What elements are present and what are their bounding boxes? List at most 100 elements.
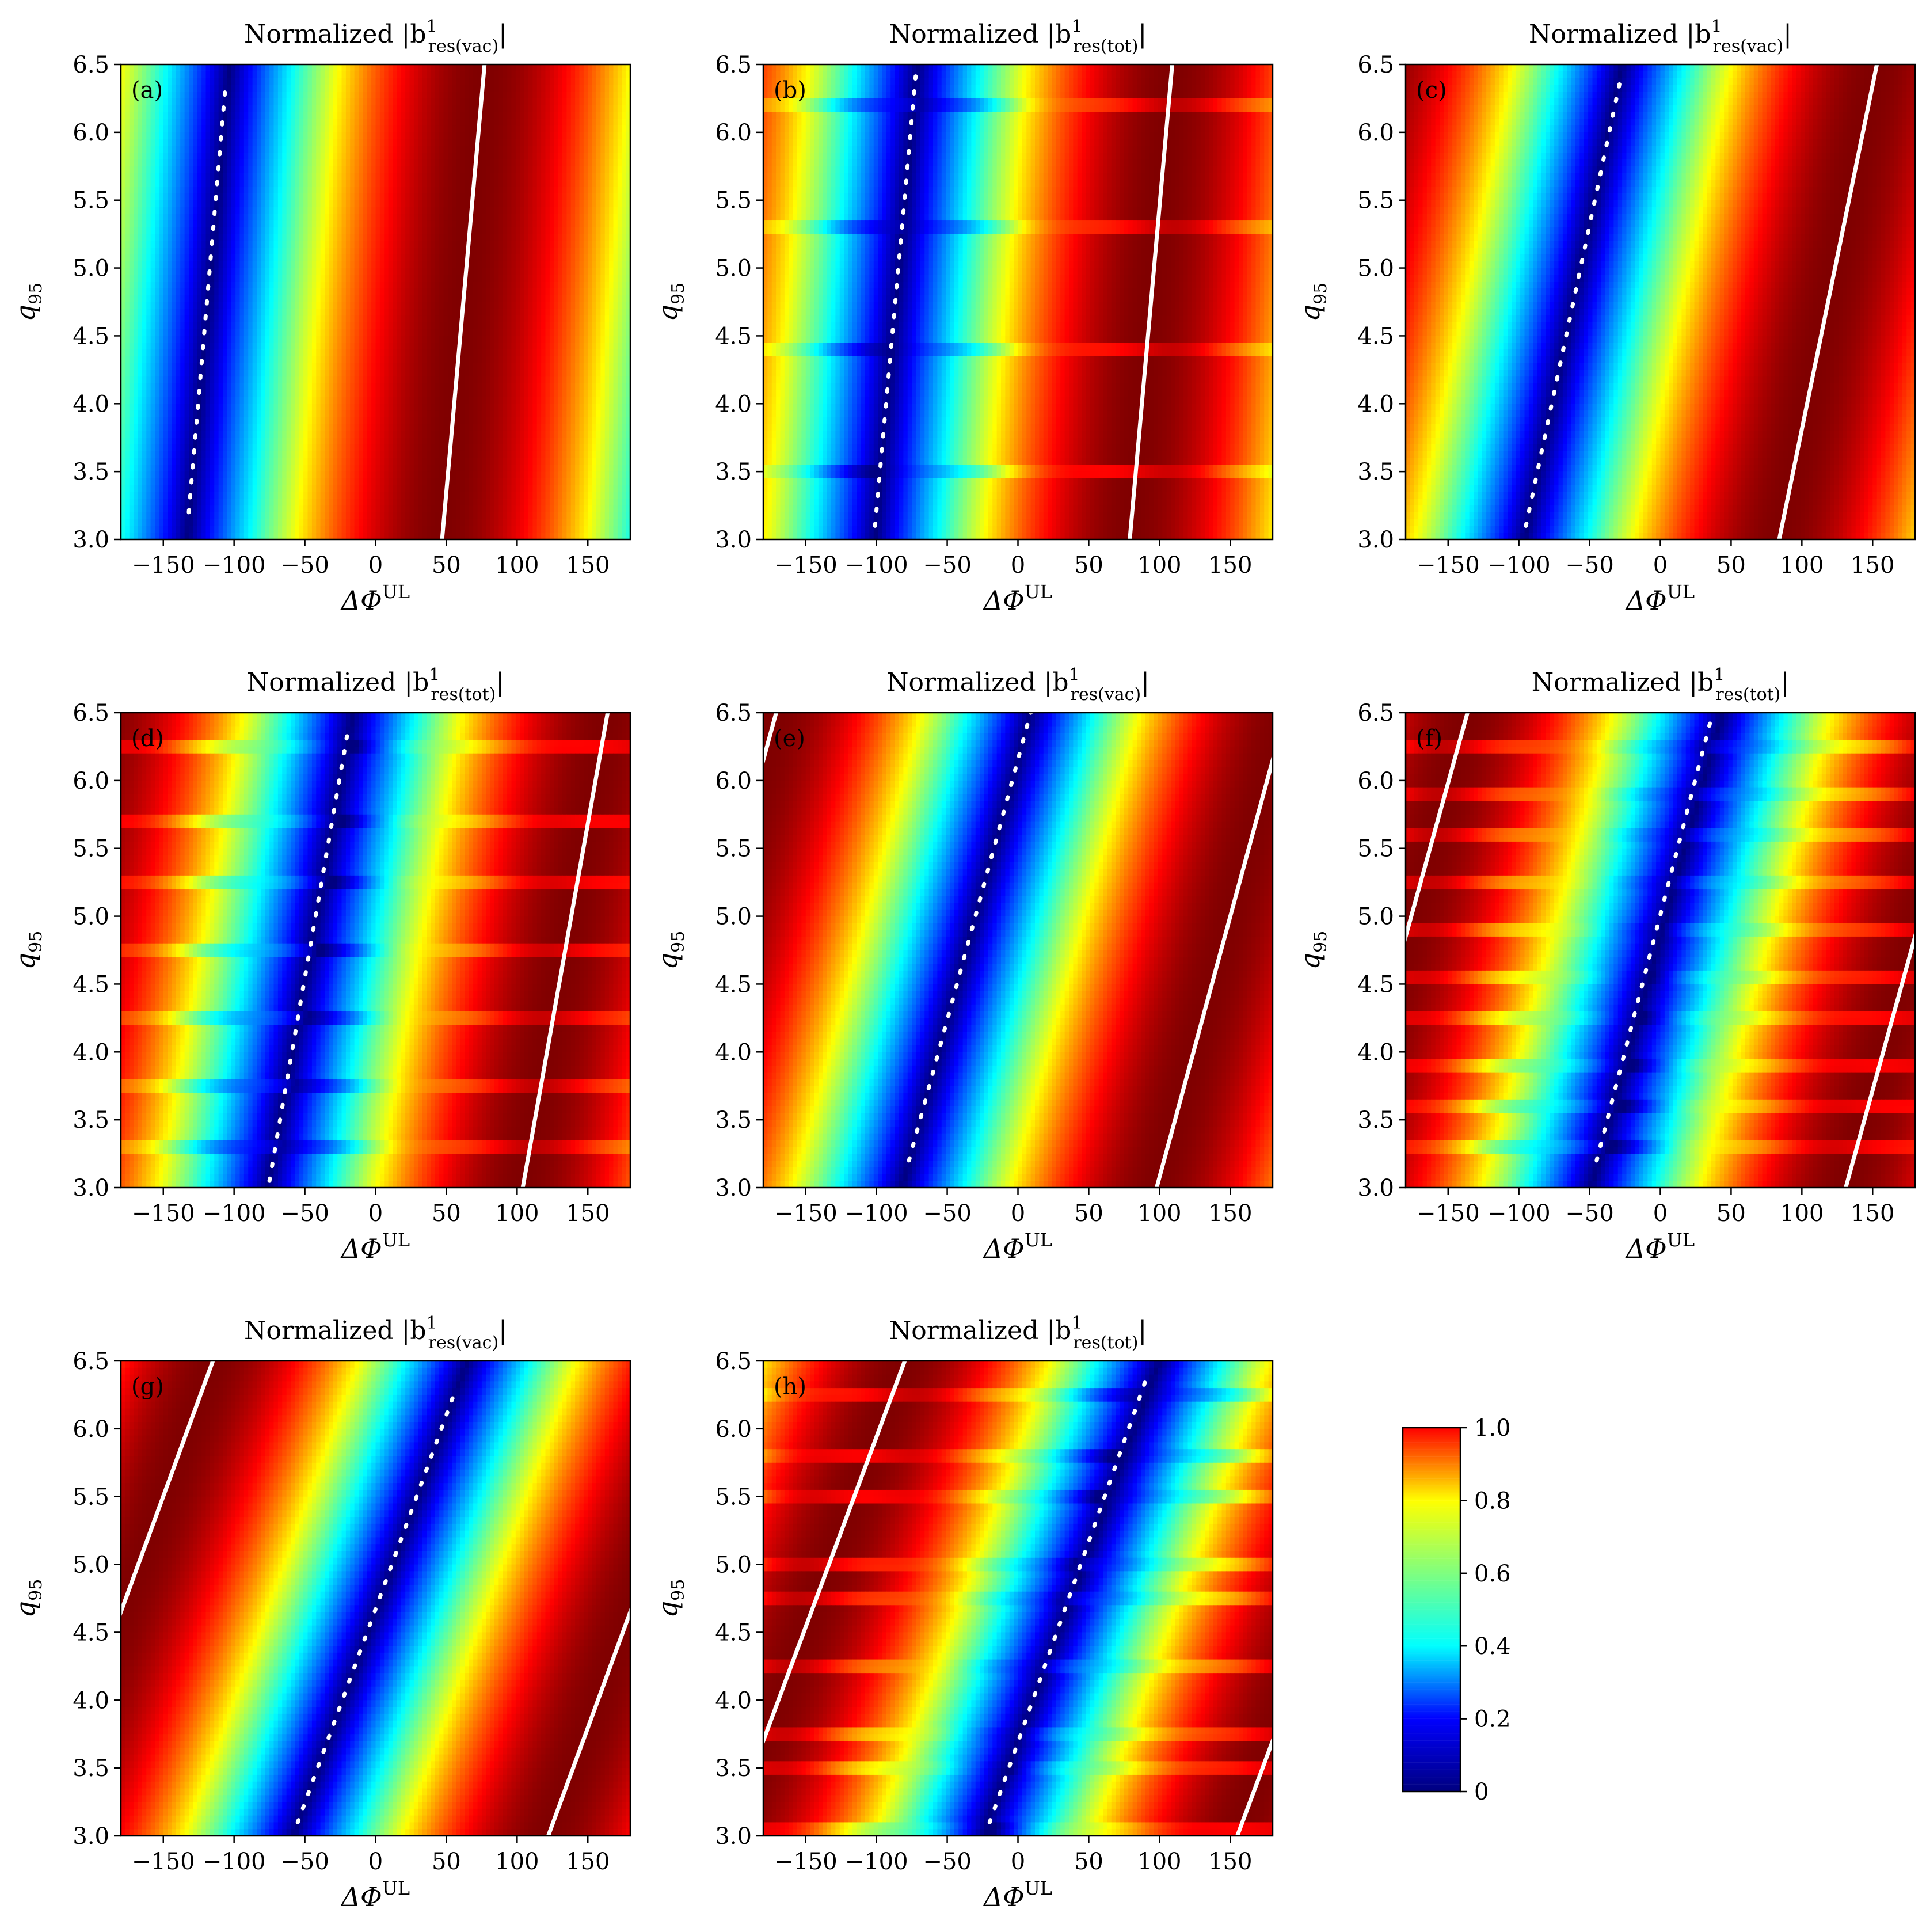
x-tick-label: 50 bbox=[432, 552, 461, 579]
y-axis-label: q95 bbox=[652, 283, 688, 322]
x-tick-label: 100 bbox=[1137, 552, 1181, 579]
x-tick-label: 50 bbox=[1074, 1849, 1103, 1875]
y-tick-label: 4.5 bbox=[1357, 971, 1394, 998]
y-tick-label: 5.0 bbox=[715, 256, 752, 282]
y-tick-label: 5.0 bbox=[73, 904, 109, 930]
x-tick-label: 150 bbox=[566, 1200, 610, 1227]
y-tick-label: 3.0 bbox=[73, 1175, 109, 1201]
y-tick-label: 4.0 bbox=[715, 391, 752, 417]
y-tick-label: 5.0 bbox=[73, 256, 109, 282]
x-tick-label: −100 bbox=[1487, 1200, 1551, 1227]
x-axis-label: ΔΦUL bbox=[983, 581, 1052, 616]
heatmap-field bbox=[763, 1361, 1273, 1836]
x-axis-label: ΔΦUL bbox=[340, 581, 410, 616]
x-tick-label: −150 bbox=[774, 1849, 838, 1875]
x-tick-label: 50 bbox=[1716, 1200, 1746, 1227]
colorbar-tick-label: 1.0 bbox=[1474, 1415, 1511, 1442]
panel-7: −150 −100 −50 0 50 100 1503.03.54.04.55.05.56.… bbox=[652, 1313, 1924, 1912]
x-tick-label: 150 bbox=[566, 552, 610, 579]
y-tick-label: 5.5 bbox=[73, 1484, 109, 1511]
y-tick-label: 6.5 bbox=[73, 700, 109, 727]
y-axis-label: q95 bbox=[1295, 931, 1331, 970]
x-tick-label: 100 bbox=[1137, 1849, 1181, 1875]
panels: −150 −100 −50 0 50 100 150 3.0 3.5 4.0 4.5 5.0 5.5 6.… bbox=[0, 17, 1926, 1912]
y-tick-label: 3.0 bbox=[715, 1175, 752, 1201]
y-tick-label: 3.0 bbox=[715, 1823, 752, 1850]
panel-label: (c) bbox=[1416, 77, 1447, 104]
y-tick-label: 5.5 bbox=[73, 188, 109, 214]
x-tick-label: 50 bbox=[432, 1200, 461, 1227]
y-tick-label: 4.0 bbox=[715, 1687, 752, 1714]
x-axis-label: ΔΦUL bbox=[983, 1229, 1052, 1264]
y-axis-label: q95 bbox=[10, 1579, 46, 1618]
heatmap-field bbox=[763, 713, 1273, 1188]
y-tick-label: 5.5 bbox=[1357, 188, 1394, 214]
x-tick-label: −50 bbox=[1565, 1200, 1613, 1227]
panel-title: Normalized |b1 res(vac)| bbox=[244, 1313, 507, 1353]
y-tick-label: 5.0 bbox=[73, 1552, 109, 1579]
x-tick-label: −50 bbox=[923, 1200, 971, 1227]
panel-title: Normalized |b1 res(tot)| bbox=[889, 1313, 1147, 1353]
heatmap-field bbox=[1406, 64, 1916, 540]
x-tick-label: 100 bbox=[1780, 552, 1824, 579]
colorbar-tick-label: 0.4 bbox=[1474, 1633, 1511, 1660]
heatmap-field bbox=[763, 64, 1273, 540]
x-tick-label: −50 bbox=[923, 552, 971, 579]
y-tick-label: 6.5 bbox=[1357, 700, 1394, 727]
x-tick-label: −50 bbox=[1565, 552, 1613, 579]
panel-label: (d) bbox=[131, 725, 164, 752]
panel-5: −150 −100 −50 0 50 100 1503.03.54.04.55.05.56.… bbox=[1295, 665, 1926, 1264]
panel-label: (f) bbox=[1416, 725, 1442, 752]
x-tick-label: 0 bbox=[1011, 552, 1025, 579]
y-axis-label: q95 bbox=[1295, 283, 1331, 322]
y-tick-label: 4.5 bbox=[73, 323, 109, 349]
x-tick-label: −150 bbox=[1417, 1200, 1480, 1227]
panel-title: Normalized |b1 res(tot)| bbox=[889, 17, 1147, 56]
x-axis-label: ΔΦUL bbox=[983, 1877, 1052, 1912]
x-tick-label: −100 bbox=[203, 1849, 266, 1875]
y-tick-label: 3.5 bbox=[73, 1107, 109, 1134]
y-axis-label: q95 bbox=[652, 1579, 688, 1618]
y-tick-label: 6.5 bbox=[715, 700, 752, 727]
x-tick-label: −150 bbox=[132, 1849, 195, 1875]
colorbar-tick-label: 0.8 bbox=[1474, 1488, 1511, 1514]
x-tick-label: −150 bbox=[132, 552, 195, 579]
y-tick-label: 3.0 bbox=[715, 527, 752, 553]
x-tick-label: −100 bbox=[845, 1200, 908, 1227]
y-tick-label: 5.5 bbox=[1357, 836, 1394, 862]
x-tick-label: −100 bbox=[845, 1849, 908, 1875]
panel-label: (h) bbox=[774, 1374, 806, 1400]
x-tick-label: 50 bbox=[1074, 1200, 1103, 1227]
max-amplitude-line bbox=[647, 713, 776, 1188]
x-tick-label: 100 bbox=[1137, 1200, 1181, 1227]
x-axis-label: ΔΦUL bbox=[340, 1877, 410, 1912]
x-tick-label: 0 bbox=[368, 1200, 383, 1227]
y-tick-label: 3.5 bbox=[715, 459, 752, 485]
x-tick-label: 150 bbox=[1851, 552, 1894, 579]
heatmap-field bbox=[121, 1361, 631, 1836]
y-tick-label: 4.5 bbox=[73, 971, 109, 998]
x-tick-label: 100 bbox=[495, 1849, 539, 1875]
y-tick-label: 3.5 bbox=[73, 459, 109, 485]
panel-label: (g) bbox=[131, 1374, 164, 1400]
y-tick-label: 3.0 bbox=[73, 527, 109, 553]
y-axis-label: q95 bbox=[10, 283, 46, 322]
x-axis-label: ΔΦUL bbox=[340, 1229, 410, 1264]
x-tick-label: 150 bbox=[1208, 1200, 1252, 1227]
x-tick-label: 100 bbox=[495, 1200, 539, 1227]
panel-title: Normalized |b1 res(tot)| bbox=[1532, 665, 1790, 705]
x-tick-label: 50 bbox=[1074, 552, 1103, 579]
y-tick-label: 6.0 bbox=[715, 1416, 752, 1443]
colorbar-tick-label: 0.6 bbox=[1474, 1561, 1511, 1587]
x-tick-label: −50 bbox=[280, 552, 329, 579]
y-tick-label: 4.0 bbox=[1357, 1039, 1394, 1066]
x-tick-label: 150 bbox=[1851, 1200, 1894, 1227]
y-tick-label: 3.0 bbox=[1357, 527, 1394, 553]
y-tick-label: 3.0 bbox=[73, 1823, 109, 1850]
x-tick-label: −50 bbox=[280, 1200, 329, 1227]
y-tick-label: 6.0 bbox=[715, 768, 752, 794]
y-tick-label: 3.5 bbox=[1357, 459, 1394, 485]
x-tick-label: −100 bbox=[203, 1200, 266, 1227]
y-tick-label: 6.0 bbox=[715, 120, 752, 146]
